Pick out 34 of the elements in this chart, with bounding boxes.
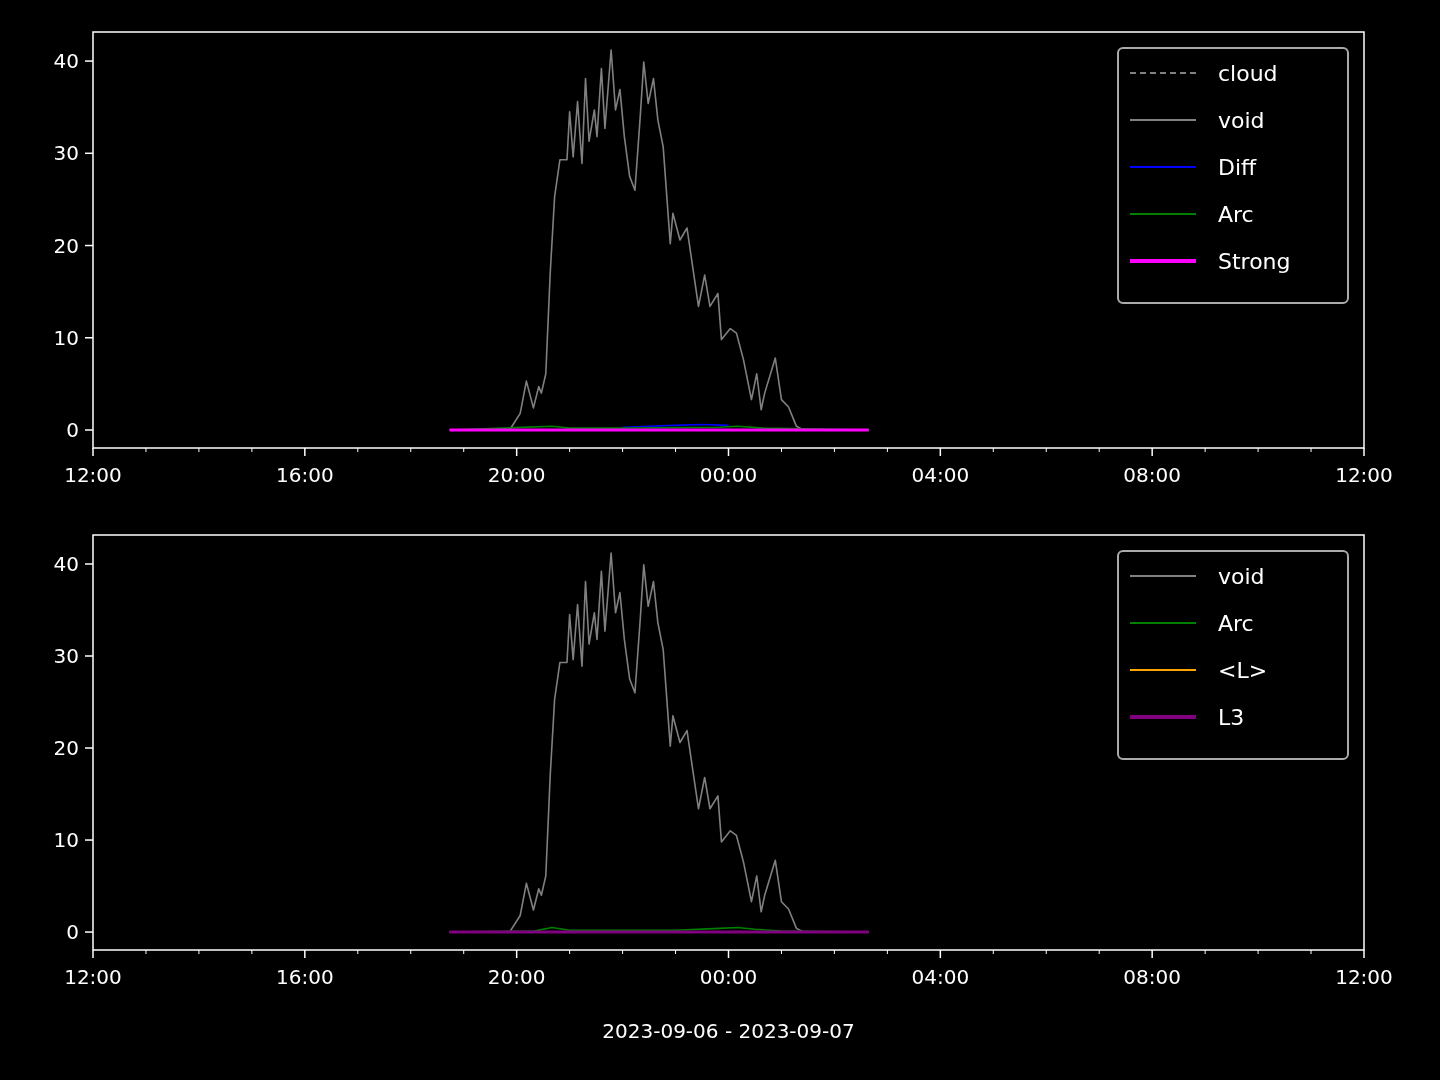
x-tick-label: 08:00 xyxy=(1123,965,1181,989)
x-tick-label: 20:00 xyxy=(487,463,546,487)
legend-label: void xyxy=(1218,107,1265,133)
x-tick-label: 00:00 xyxy=(699,965,758,989)
y-tick-label: 30 xyxy=(53,141,79,166)
legend-label: Arc xyxy=(1218,610,1254,636)
y-tick-label: 10 xyxy=(53,828,79,853)
legend-label: Arc xyxy=(1218,201,1254,227)
x-tick-label: 04:00 xyxy=(911,463,970,487)
legend-label: Diff xyxy=(1218,154,1258,180)
legend-label: Strong xyxy=(1218,248,1291,274)
x-tick-label: 12:00 xyxy=(1335,463,1393,487)
x-tick-label: 00:00 xyxy=(699,463,758,487)
x-axis-title: 2023-09-06 - 2023-09-07 xyxy=(602,1019,855,1043)
x-tick-label: 12:00 xyxy=(64,463,122,487)
x-tick-label: 12:00 xyxy=(1335,965,1393,989)
x-tick-label: 16:00 xyxy=(276,965,334,989)
x-tick-label: 08:00 xyxy=(1123,463,1181,487)
legend-label: <L> xyxy=(1218,657,1268,683)
legend-label: cloud xyxy=(1218,60,1278,86)
y-tick-label: 0 xyxy=(66,920,79,945)
y-tick-label: 40 xyxy=(53,551,79,576)
x-tick-label: 04:00 xyxy=(911,965,970,989)
y-tick-label: 0 xyxy=(66,418,79,443)
x-tick-label: 20:00 xyxy=(487,965,546,989)
x-tick-label: 16:00 xyxy=(276,463,334,487)
legend-label: L3 xyxy=(1218,704,1245,730)
x-tick-label: 12:00 xyxy=(64,965,122,989)
y-tick-label: 10 xyxy=(53,325,79,350)
y-tick-label: 20 xyxy=(53,233,79,258)
y-tick-label: 40 xyxy=(53,49,79,74)
legend-label: void xyxy=(1218,563,1265,589)
y-tick-label: 30 xyxy=(53,644,79,668)
y-tick-label: 20 xyxy=(53,736,79,761)
